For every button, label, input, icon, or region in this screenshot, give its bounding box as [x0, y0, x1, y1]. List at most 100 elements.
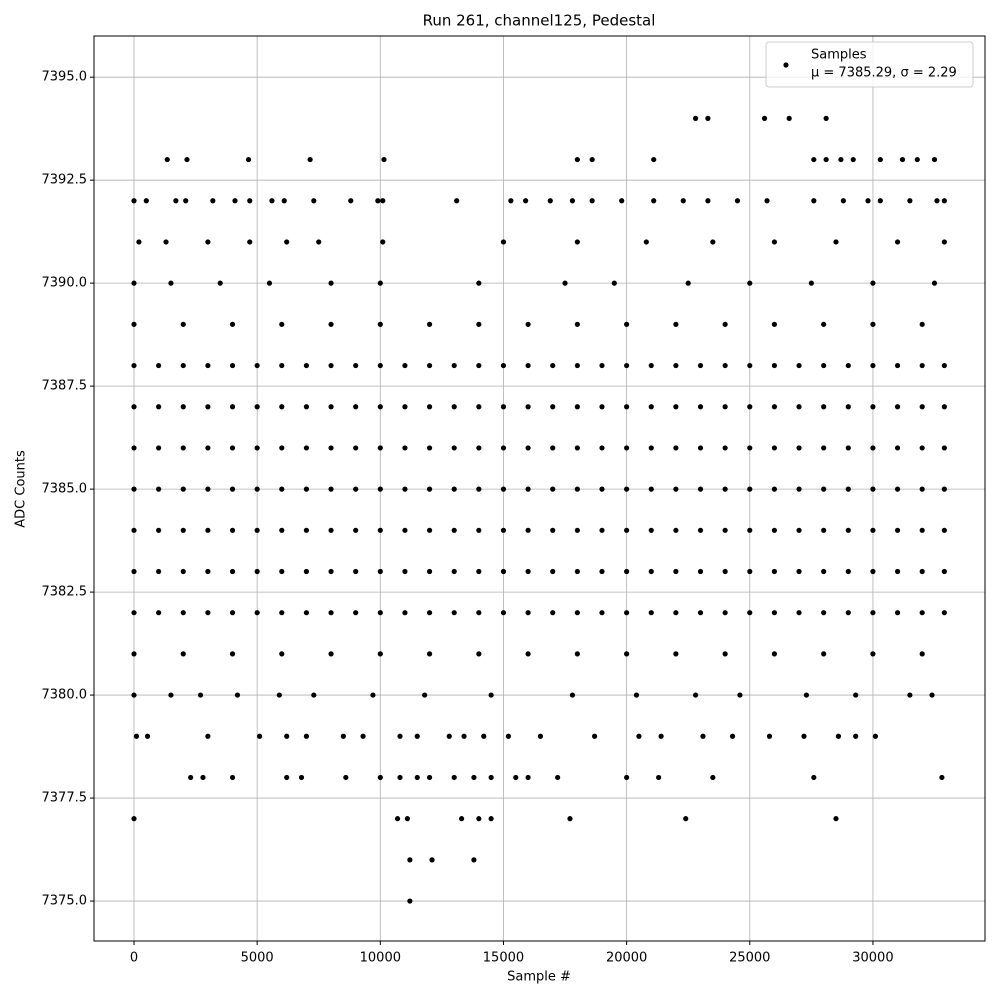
point: [685, 280, 691, 286]
point: [525, 362, 531, 369]
point: [156, 486, 162, 492]
point: [835, 733, 842, 739]
point: [734, 198, 741, 204]
point: [476, 610, 482, 616]
point: [747, 527, 753, 533]
point: [796, 404, 802, 410]
point: [279, 486, 285, 492]
point: [303, 362, 310, 369]
point: [184, 156, 190, 163]
point: [353, 486, 359, 492]
point: [303, 733, 310, 739]
point: [476, 445, 482, 451]
point: [156, 404, 162, 410]
point: [919, 568, 925, 575]
point: [247, 239, 253, 245]
point: [377, 527, 383, 533]
chart-title: Run 261, channel125, Pedestal: [423, 12, 656, 30]
point: [525, 404, 531, 410]
point: [508, 198, 514, 204]
point: [771, 362, 778, 369]
legend-box: [765, 41, 974, 88]
point: [853, 692, 859, 698]
point: [328, 568, 334, 575]
point: [567, 816, 573, 822]
point: [771, 568, 778, 575]
point: [205, 445, 211, 451]
point: [451, 362, 457, 369]
point: [673, 362, 679, 369]
point: [894, 527, 901, 533]
point: [500, 404, 507, 410]
point: [821, 486, 827, 492]
point: [845, 445, 851, 451]
point: [833, 239, 839, 245]
point: [737, 692, 743, 698]
point: [303, 568, 310, 575]
point: [471, 774, 477, 781]
point: [710, 239, 716, 245]
point: [451, 486, 457, 492]
point: [525, 774, 531, 781]
point: [210, 198, 216, 204]
point: [764, 198, 770, 204]
point: [796, 486, 802, 492]
point: [941, 198, 947, 204]
point: [845, 568, 851, 575]
point: [505, 733, 511, 739]
point: [402, 568, 408, 575]
point: [131, 198, 137, 204]
point: [279, 527, 285, 533]
point: [919, 527, 925, 533]
point: [353, 527, 359, 533]
point: [131, 610, 137, 616]
point: [402, 610, 408, 616]
point: [648, 445, 654, 451]
point: [722, 610, 728, 616]
point: [599, 610, 605, 616]
point: [747, 362, 753, 369]
point: [476, 321, 482, 327]
point: [133, 733, 140, 739]
point: [624, 651, 630, 657]
point: [697, 568, 704, 575]
point: [451, 445, 457, 451]
point: [624, 774, 630, 781]
point: [200, 774, 206, 781]
point: [414, 774, 420, 781]
point: [205, 239, 211, 245]
point: [870, 321, 876, 327]
y-tick-label: 7375.0: [42, 894, 88, 909]
point: [648, 486, 654, 492]
point: [574, 527, 580, 533]
point: [451, 774, 457, 781]
point: [205, 486, 211, 492]
point: [870, 404, 876, 410]
point: [537, 733, 544, 739]
point: [525, 651, 531, 657]
point: [907, 692, 913, 698]
point: [877, 198, 883, 204]
point: [525, 321, 531, 327]
point: [328, 445, 334, 451]
point: [402, 362, 408, 369]
point: [673, 651, 679, 657]
point: [229, 486, 236, 492]
point: [722, 486, 728, 492]
point: [624, 486, 630, 492]
point: [821, 651, 827, 657]
point: [476, 362, 482, 369]
point: [303, 445, 310, 451]
point: [877, 156, 883, 163]
point: [254, 445, 260, 451]
point: [845, 486, 851, 492]
point: [402, 486, 408, 492]
point: [796, 610, 802, 616]
point: [574, 404, 580, 410]
point: [555, 774, 561, 781]
point: [823, 156, 829, 163]
point: [180, 445, 186, 451]
point: [397, 733, 403, 739]
point: [894, 404, 901, 410]
point: [589, 198, 595, 204]
